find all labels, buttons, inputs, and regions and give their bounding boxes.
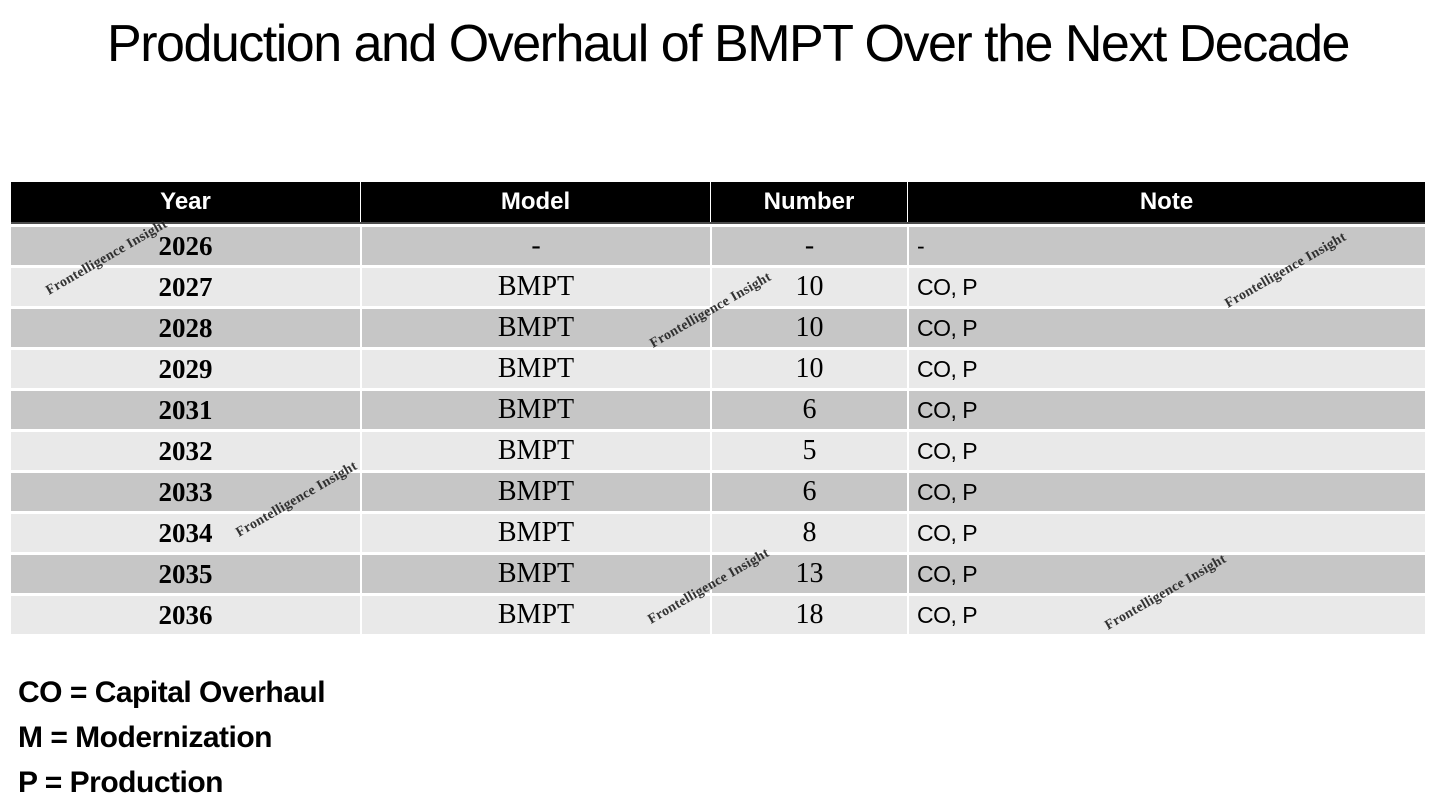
note-cell: CO, P bbox=[907, 268, 1425, 306]
year-cell: 2029 bbox=[158, 353, 213, 384]
table-row: 2035 BMPT 13 CO, P bbox=[11, 555, 1425, 593]
year-cell: 2028 bbox=[158, 312, 213, 343]
note-cell: CO, P bbox=[907, 473, 1425, 511]
table-row: 2032 BMPT 5 CO, P bbox=[11, 432, 1425, 470]
number-cell: 10 bbox=[710, 350, 907, 388]
number-cell: 8 bbox=[710, 514, 907, 552]
legend-line: CO = Capital Overhaul bbox=[18, 676, 326, 709]
number-cell: 5 bbox=[710, 432, 907, 470]
table-row: 2029 BMPT 10 CO, P bbox=[11, 350, 1425, 388]
note-cell: CO, P bbox=[907, 309, 1425, 347]
table-body: 2026- - -2027 BMPT 10 CO, P 2028 BMPT 10 CO, P 202… bbox=[11, 227, 1425, 634]
legend: CO = Capital Overhaul M = Modernization P … bbox=[18, 676, 326, 811]
year-cell: 2036 bbox=[158, 599, 213, 630]
table-header-row: Year Model Number Note bbox=[11, 182, 1425, 224]
year-cell: 2034 bbox=[158, 517, 213, 548]
note-cell: CO, P bbox=[907, 432, 1425, 470]
model-cell: - bbox=[360, 227, 710, 265]
note-cell: CO, P bbox=[907, 596, 1425, 634]
production-table: Year Model Number Note 2026- - -2027 BMPT 10… bbox=[11, 182, 1425, 637]
model-cell: BMPT bbox=[360, 596, 710, 634]
number-cell: 6 bbox=[710, 391, 907, 429]
model-cell: BMPT bbox=[360, 309, 710, 347]
year-cell: 2035 bbox=[158, 558, 213, 589]
model-cell: BMPT bbox=[360, 514, 710, 552]
year-cell: 2033 bbox=[158, 476, 213, 507]
table-row: 2034 BMPT 8 CO, P bbox=[11, 514, 1425, 552]
year-cell: 2031 bbox=[158, 394, 213, 425]
model-cell: BMPT bbox=[360, 473, 710, 511]
header-cell-model: Model bbox=[360, 182, 710, 222]
number-cell: 6 bbox=[710, 473, 907, 511]
note-cell: CO, P bbox=[907, 391, 1425, 429]
model-cell: BMPT bbox=[360, 391, 710, 429]
page-title: Production and Overhaul of BMPT Over the… bbox=[107, 15, 1350, 73]
slide: { "chart_data": { "type": "table", "titl… bbox=[0, 14, 1456, 804]
model-cell: BMPT bbox=[360, 350, 710, 388]
model-cell: BMPT bbox=[360, 268, 710, 306]
legend-line: M = Modernization bbox=[18, 721, 273, 754]
model-cell: BMPT bbox=[360, 555, 710, 593]
number-cell: 18 bbox=[710, 596, 907, 634]
table-row: 2026- - - bbox=[11, 227, 1425, 265]
header-cell-number: Number bbox=[710, 182, 907, 222]
number-cell: - bbox=[710, 227, 907, 265]
year-cell: 2032 bbox=[158, 435, 213, 466]
note-cell: CO, P bbox=[907, 514, 1425, 552]
header-cell-year: Year bbox=[160, 188, 211, 215]
legend-line: P = Production bbox=[18, 766, 223, 799]
number-cell: 13 bbox=[710, 555, 907, 593]
note-cell: CO, P bbox=[907, 350, 1425, 388]
table-row: 2033 BMPT 6 CO, P bbox=[11, 473, 1425, 511]
table-row: 2031 BMPT 6 CO, P bbox=[11, 391, 1425, 429]
table-row: 2027 BMPT 10 CO, P bbox=[11, 268, 1425, 306]
table-row: 2036 BMPT 18 CO, P bbox=[11, 596, 1425, 634]
header-cell-note: Note bbox=[907, 182, 1425, 222]
table-row: 2028 BMPT 10 CO, P bbox=[11, 309, 1425, 347]
note-cell: CO, P bbox=[907, 555, 1425, 593]
year-cell: 2026 bbox=[158, 230, 213, 261]
number-cell: 10 bbox=[710, 268, 907, 306]
note-cell: - bbox=[907, 227, 1425, 265]
year-cell: 2027 bbox=[158, 271, 213, 302]
number-cell: 10 bbox=[710, 309, 907, 347]
model-cell: BMPT bbox=[360, 432, 710, 470]
